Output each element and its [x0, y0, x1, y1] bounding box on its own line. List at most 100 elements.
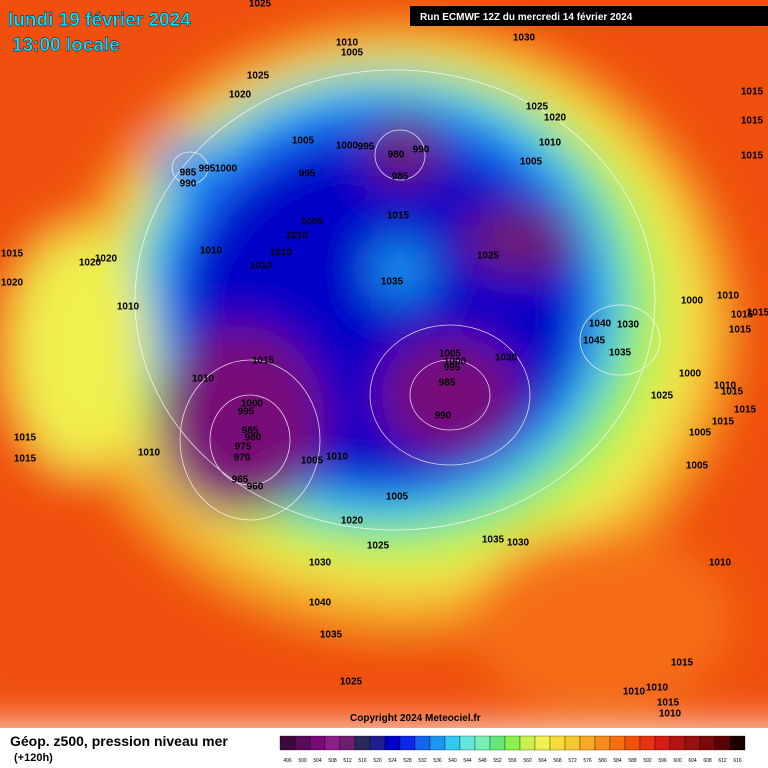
- isobar-label: 1005: [301, 217, 324, 228]
- lead-time: (+120h): [14, 752, 53, 764]
- legend-label: 508: [328, 758, 337, 764]
- legend-label: 564: [538, 758, 547, 764]
- isobar-label: 1025: [526, 102, 549, 113]
- isobar-label: 990: [180, 179, 197, 190]
- isobar-label: 1045: [583, 336, 606, 347]
- legend-label: 532: [418, 758, 427, 764]
- isobar-label: 1035: [609, 348, 632, 359]
- isobar-label: 980: [245, 433, 262, 444]
- isobar-label: 1005: [292, 136, 315, 147]
- legend-label: 608: [703, 758, 712, 764]
- isobar-label: 1010: [286, 231, 309, 242]
- forecast-time: 13:00 locale: [12, 35, 120, 56]
- legend-label: 576: [583, 758, 592, 764]
- isobar-label: 1010: [117, 302, 140, 313]
- isobar-label: 1020: [79, 258, 102, 269]
- legend-swatch: [684, 735, 701, 751]
- isobar-label: 1030: [495, 353, 518, 364]
- isobar-label: 1025: [249, 0, 272, 10]
- isobar-label: 1030: [617, 320, 640, 331]
- legend-label: 544: [463, 758, 472, 764]
- run-info: Run ECMWF 12Z du mercredi 14 février 202…: [420, 12, 633, 23]
- isobar-label: 1010: [270, 248, 293, 259]
- legend-label: 600: [673, 758, 682, 764]
- isobar-label: 1005: [439, 349, 462, 360]
- legend-label: 568: [553, 758, 562, 764]
- legend-label: 560: [523, 758, 532, 764]
- legend-swatch: [609, 735, 626, 751]
- legend-label: 496: [283, 758, 292, 764]
- isobar-label: 1015: [657, 698, 680, 709]
- isobar-label: 1010: [709, 558, 732, 569]
- isobar-label: 1020: [341, 516, 364, 527]
- legend: 496 500 504 508 512 516 520 524 528 532 536 540 544 5…: [279, 735, 746, 764]
- isobar-label: 1000: [681, 296, 704, 307]
- isobar-label: 1010: [192, 374, 215, 385]
- isobar-label: 1010: [646, 683, 669, 694]
- legend-swatch: [504, 735, 521, 751]
- isobar-label: 1015: [387, 211, 410, 222]
- isobar-label: 1015: [14, 433, 37, 444]
- isobar-label: 970: [234, 453, 251, 464]
- isobar-label: 1015: [741, 151, 764, 162]
- isobar-label: 1025: [477, 251, 500, 262]
- legend-label: 520: [373, 758, 382, 764]
- isobar-label: 1010: [326, 452, 349, 463]
- isobar-label: 1025: [247, 71, 270, 82]
- isobar-label: 995: [444, 363, 461, 374]
- legend-swatch: [594, 735, 611, 751]
- legend-swatch: [519, 735, 536, 751]
- legend-swatch: [414, 735, 431, 751]
- isobar-label: 1015: [1, 249, 24, 260]
- isobar-label: 1015: [14, 454, 37, 465]
- isobar-label: 1015: [741, 87, 764, 98]
- legend-label: 616: [733, 758, 742, 764]
- legend-label: 552: [493, 758, 502, 764]
- isobar-label: 1005: [301, 456, 324, 467]
- legend-label: 536: [433, 758, 442, 764]
- isobar-label: 1035: [482, 535, 505, 546]
- isobar-label: 1010: [659, 709, 682, 720]
- legend-label: 588: [628, 758, 637, 764]
- legend-swatch: [429, 735, 446, 751]
- isobar-label: 990: [413, 145, 430, 156]
- legend-label: 592: [643, 758, 652, 764]
- legend-swatch: [444, 735, 461, 751]
- isobar-label: 995: [199, 164, 216, 175]
- isobar-label: 985: [392, 172, 409, 183]
- legend-swatch: [534, 735, 551, 751]
- isobar-label: 1015: [747, 308, 768, 319]
- isobar-label: 1000: [215, 164, 238, 175]
- isobar-label: 1015: [731, 310, 754, 321]
- isobar-label: 1020: [95, 254, 118, 265]
- isobar-label: 1015: [721, 387, 744, 398]
- legend-label: 548: [478, 758, 487, 764]
- isobar-label: 985: [180, 168, 197, 179]
- isobar-label: 1020: [544, 113, 567, 124]
- legend-label: 512: [343, 758, 352, 764]
- isobar-label: 1040: [309, 598, 332, 609]
- legend-swatch: [579, 735, 596, 751]
- isobar-label: 995: [299, 169, 316, 180]
- isobar-label: 990: [435, 411, 452, 422]
- isobar-label: 1015: [734, 405, 757, 416]
- isobar-label: 965: [232, 475, 249, 486]
- legend-swatch: [624, 735, 641, 751]
- legend-label: 516: [358, 758, 367, 764]
- legend-swatch: [639, 735, 656, 751]
- isobar-label: 1010: [623, 687, 646, 698]
- isobar-label: 985: [242, 426, 259, 437]
- copyright: Copyright 2024 Meteociel.fr: [350, 713, 481, 724]
- legend-label: 612: [718, 758, 727, 764]
- isobar-label: 1005: [520, 157, 543, 168]
- isobar-label: 995: [358, 142, 375, 153]
- legend-swatch: [729, 735, 746, 751]
- isobar-label: 1000: [444, 357, 467, 368]
- isobar-label: 995: [238, 407, 255, 418]
- isobar-label: 985: [439, 378, 456, 389]
- isobar-label: 1005: [341, 48, 364, 59]
- legend-swatch: [714, 735, 731, 751]
- isobar-label: 1035: [381, 277, 404, 288]
- legend-label: 596: [658, 758, 667, 764]
